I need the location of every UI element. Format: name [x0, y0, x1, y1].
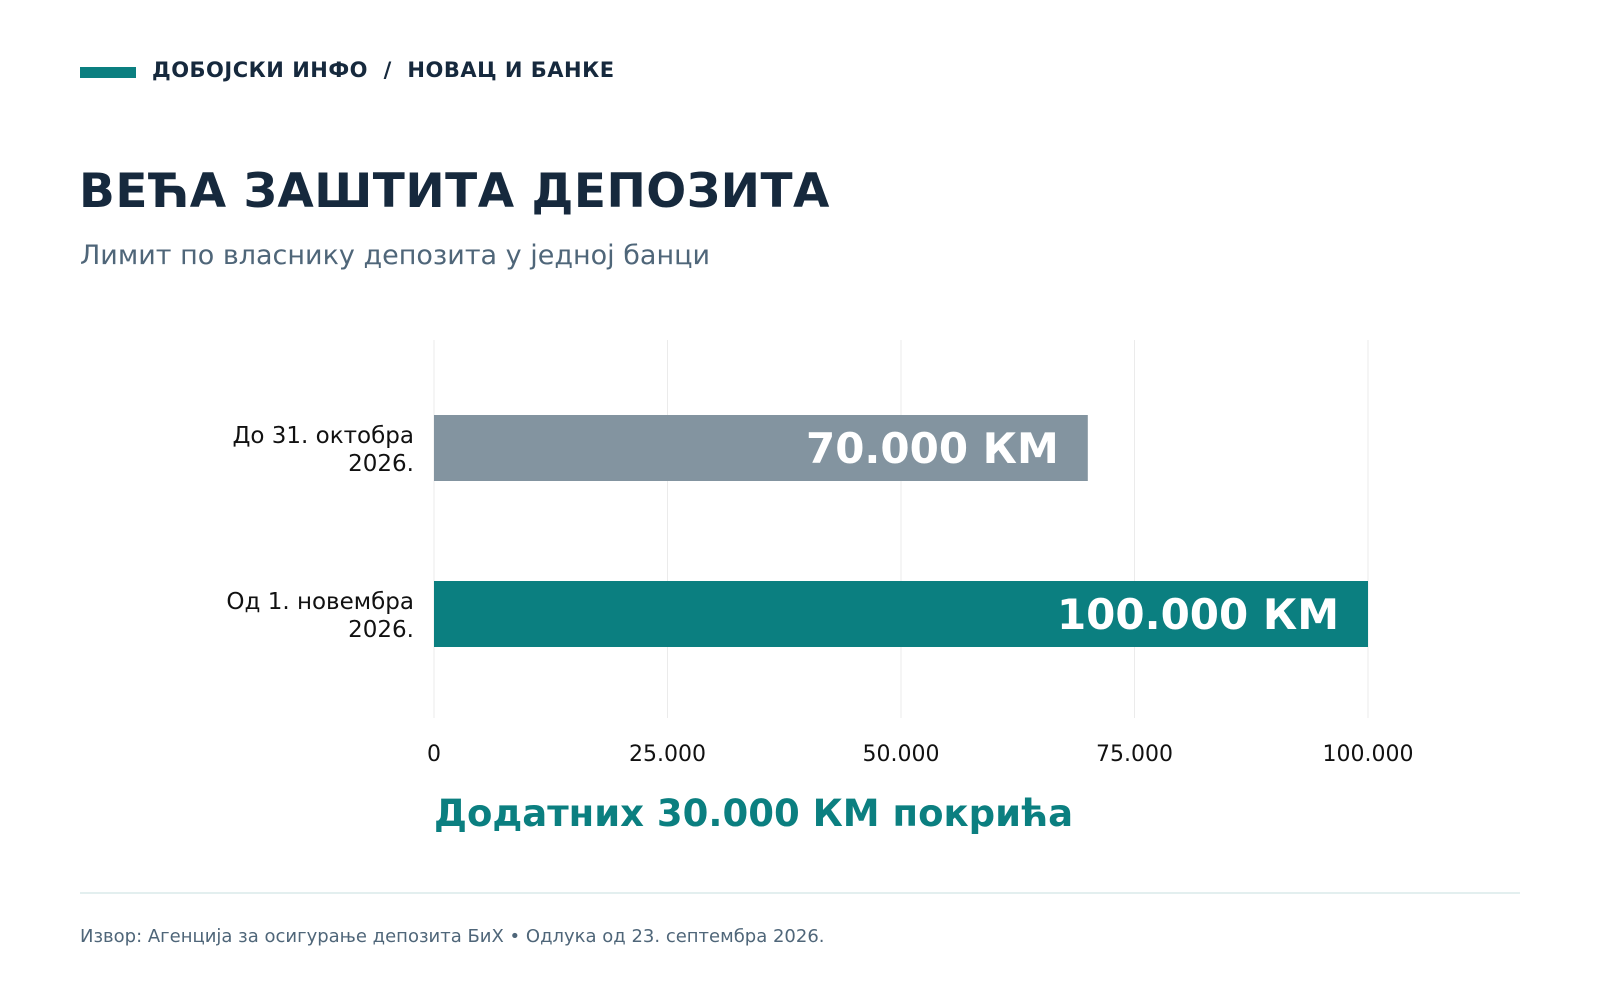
bar-chart: 0 25.000 50.000 75.000 100.000 70.000 КМ До 31…	[226, 340, 1414, 835]
x-tick-label: 50.000	[863, 742, 940, 767]
accent-bar	[80, 66, 136, 78]
bar-value-label: 70.000 КМ	[806, 424, 1059, 473]
bar-value-label: 100.000 КМ	[1057, 590, 1339, 639]
category-label: Од 1. новембра 2026.	[226, 589, 414, 643]
bar	[434, 415, 1088, 481]
x-tick-label: 75.000	[1096, 742, 1173, 767]
source-note: Извор: Агенција за осигурање депозита Би…	[80, 926, 825, 947]
section-breadcrumb: ДОБОЈСКИ ИНФО / НОВАЦ И БАНКЕ	[152, 58, 615, 82]
x-tick-label: 25.000	[629, 742, 706, 767]
header-kicker: ДОБОЈСКИ ИНФО / НОВАЦ И БАНКЕ	[80, 58, 615, 82]
footer-divider	[80, 892, 1520, 894]
category-label: До 31. октобра 2026.	[232, 423, 414, 477]
chart-annotation: Додатних 30.000 КМ покрића	[434, 792, 1073, 835]
x-tick-label: 100.000	[1323, 742, 1414, 767]
chart-title: ВЕЋА ЗАШТИТА ДЕПОЗИТА	[79, 164, 830, 219]
x-tick-label: 0	[427, 742, 441, 767]
bar	[434, 581, 1368, 647]
chart-subtitle: Лимит по власнику депозита у једној банц…	[80, 240, 711, 271]
